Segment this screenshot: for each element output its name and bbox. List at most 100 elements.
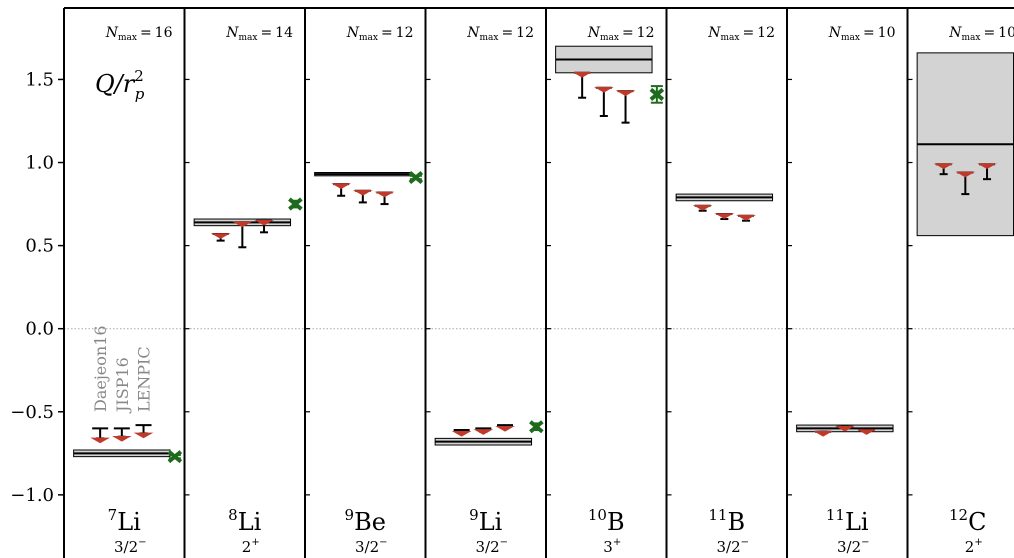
parity: − (138, 537, 146, 548)
nmax-sub: max (600, 33, 619, 43)
nmax-symbol: N (828, 25, 842, 41)
mass-number: 7 (108, 506, 118, 524)
parity: + (613, 537, 621, 548)
nmax-label: Nmax = 12 (466, 25, 534, 43)
spin-label: 3/2− (475, 537, 508, 556)
element: Be (354, 508, 386, 536)
spin-label: 3/2− (355, 537, 388, 556)
nmax-sub: max (479, 33, 498, 43)
extrapolated-marker (374, 191, 395, 198)
extrapolated-marker (835, 425, 855, 432)
nmax-value: 12 (757, 25, 775, 41)
y-tick-label: 1.0 (25, 153, 54, 174)
nmax-eq: = (501, 25, 513, 41)
nmax-label: Nmax = 12 (346, 25, 414, 43)
extrapolated-marker (473, 429, 494, 435)
extrapolated-marker (331, 183, 351, 189)
element: B (607, 508, 625, 536)
nmax-sub: max (961, 33, 980, 43)
nmax-eq: = (983, 25, 995, 41)
nmax-label: Nmax = 12 (587, 25, 655, 43)
element: Li (117, 508, 141, 536)
extrapolated-marker (615, 90, 636, 96)
mass-number: 11 (826, 506, 845, 524)
y-tick-label: 0.0 (25, 319, 54, 340)
extrapolated-marker (813, 430, 833, 437)
y-label-sub: p (135, 85, 145, 103)
extrapolated-marker (90, 437, 110, 444)
spin-label: 3/2− (114, 537, 147, 556)
nmax-symbol: N (225, 25, 239, 41)
extrapolated-marker (714, 213, 735, 219)
extra-marker (529, 420, 544, 434)
series-label: JISP16 (113, 357, 132, 414)
parity: + (251, 537, 259, 548)
mass-number: 8 (228, 506, 238, 524)
nmax-eq: = (622, 25, 634, 41)
nmax-value: 12 (637, 25, 655, 41)
extra-marker (167, 450, 183, 464)
nmax-label: Nmax = 14 (225, 25, 293, 43)
nucleus-label: 7Li (108, 506, 141, 536)
parity: − (741, 537, 749, 548)
nmax-label: Nmax = 10 (948, 25, 1014, 43)
extrapolated-marker (112, 435, 132, 442)
nmax-eq: = (140, 25, 152, 41)
nmax-value: 12 (396, 25, 414, 41)
mass-number: 9 (469, 506, 479, 524)
y-axis-label: Q/r2 p (95, 67, 145, 103)
extrapolated-marker (856, 429, 877, 435)
spin-label: 3/2− (837, 537, 870, 556)
spin: 3/2 (716, 538, 740, 556)
nucleus-label: 11Li (826, 506, 869, 536)
nmax-eq: = (742, 25, 754, 41)
spin: 3/2 (114, 538, 138, 556)
nucleus-label: 9Be (345, 506, 386, 536)
spin-label: 3/2− (716, 537, 749, 556)
extra-marker (408, 170, 424, 185)
nmax-sub: max (841, 33, 860, 43)
nmax-symbol: N (587, 25, 601, 41)
nucleus-label: 8Li (228, 506, 261, 536)
nmax-label: Nmax = 12 (707, 25, 775, 43)
extrapolated-marker (736, 214, 756, 221)
nmax-label: Nmax = 10 (828, 25, 896, 43)
element: Li (479, 508, 503, 536)
extrapolated-marker (933, 163, 954, 170)
nmax-value: 10 (998, 25, 1014, 41)
nmax-value: 14 (275, 25, 293, 41)
nmax-eq: = (381, 25, 393, 41)
nucleus-label: 12C (949, 506, 986, 536)
spin: 2 (965, 538, 975, 556)
extrapolated-marker (353, 190, 373, 196)
nmax-sub: max (118, 33, 137, 43)
nmax-sub: max (238, 33, 257, 43)
nmax-symbol: N (466, 25, 480, 41)
spin: 3 (603, 538, 613, 556)
y-tick-label: −1.0 (10, 485, 54, 506)
y-label-main: Q/r (95, 70, 136, 98)
extra-marker (649, 87, 665, 101)
extrapolated-marker (210, 233, 231, 239)
element: Li (238, 508, 262, 536)
extrapolated-marker (133, 432, 154, 439)
nmax-sub: max (720, 33, 739, 43)
spin: 3/2 (475, 538, 499, 556)
extrapolated-marker (955, 171, 976, 178)
extra-marker (288, 197, 303, 211)
y-tick-label: 0.5 (25, 236, 54, 257)
nmax-value: 16 (155, 25, 173, 41)
nucleus-label: 9Li (469, 506, 502, 536)
nucleus-label: 10B (588, 506, 625, 536)
spin: 3/2 (355, 538, 379, 556)
nmax-eq: = (260, 25, 272, 41)
spin: 3/2 (837, 538, 861, 556)
parity: + (974, 537, 982, 548)
element: B (727, 508, 745, 536)
series-label: Daejeon16 (91, 325, 110, 412)
spin: 2 (242, 538, 252, 556)
extrapolated-marker (451, 430, 472, 437)
spin-label: 2+ (965, 537, 983, 556)
parity: − (379, 537, 387, 548)
